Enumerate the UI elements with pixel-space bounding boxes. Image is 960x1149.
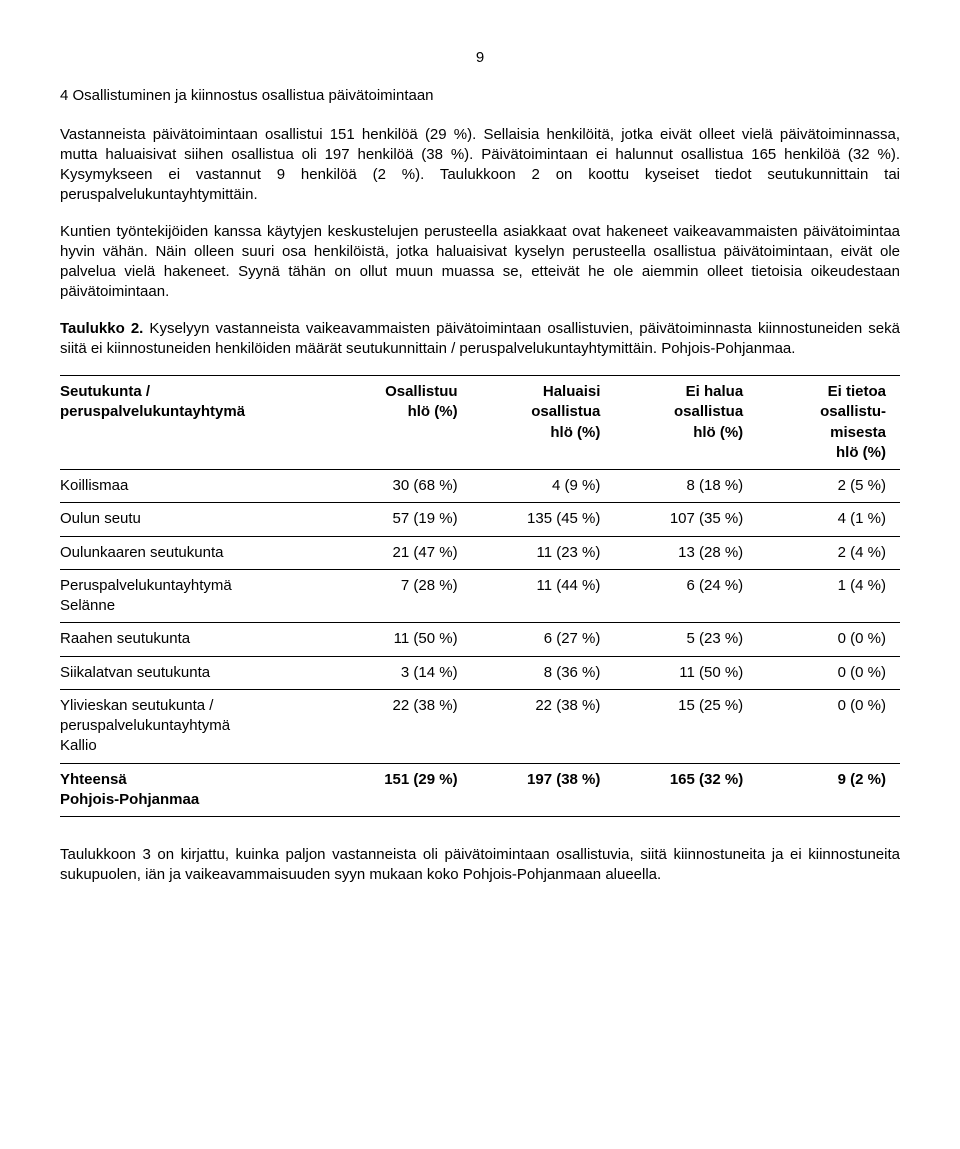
section-title: 4 Osallistuminen ja kiinnostus osallistu…: [60, 86, 900, 106]
cell-value: 11 (23 %): [472, 536, 615, 569]
cell-region: Raahen seutukunta: [60, 623, 329, 656]
cell-value: 0 (0 %): [757, 623, 900, 656]
cell-value: 7 (28 %): [329, 569, 472, 623]
table-total-row: YhteensäPohjois-Pohjanmaa151 (29 %)197 (…: [60, 763, 900, 817]
cell-value: 3 (14 %): [329, 656, 472, 689]
cell-value: 11 (50 %): [614, 656, 757, 689]
cell-value: 30 (68 %): [329, 470, 472, 503]
cell-value: 57 (19 %): [329, 503, 472, 536]
table-row: Oulunkaaren seutukunta21 (47 %)11 (23 %)…: [60, 536, 900, 569]
cell-region: Siikalatvan seutukunta: [60, 656, 329, 689]
cell-value: 107 (35 %): [614, 503, 757, 536]
table-row: PeruspalvelukuntayhtymäSelänne7 (28 %)11…: [60, 569, 900, 623]
paragraph-1: Vastanneista päivätoimintaan osallistui …: [60, 125, 900, 206]
cell-region: Oulunkaaren seutukunta: [60, 536, 329, 569]
cell-value: 15 (25 %): [614, 689, 757, 763]
cell-total-value: 197 (38 %): [472, 763, 615, 817]
table-row: Raahen seutukunta11 (50 %)6 (27 %)5 (23 …: [60, 623, 900, 656]
table-row: Koillismaa30 (68 %)4 (9 %)8 (18 %)2 (5 %…: [60, 470, 900, 503]
cell-total-value: 9 (2 %): [757, 763, 900, 817]
cell-region: PeruspalvelukuntayhtymäSelänne: [60, 569, 329, 623]
cell-value: 6 (24 %): [614, 569, 757, 623]
cell-value: 8 (18 %): [614, 470, 757, 503]
cell-value: 0 (0 %): [757, 689, 900, 763]
cell-value: 135 (45 %): [472, 503, 615, 536]
cell-value: 11 (44 %): [472, 569, 615, 623]
cell-value: 11 (50 %): [329, 623, 472, 656]
cell-value: 4 (9 %): [472, 470, 615, 503]
cell-region: Ylivieskan seutukunta /peruspalvelukunta…: [60, 689, 329, 763]
table-row: Siikalatvan seutukunta3 (14 %)8 (36 %)11…: [60, 656, 900, 689]
cell-region: Oulun seutu: [60, 503, 329, 536]
paragraph-4: Taulukkoon 3 on kirjattu, kuinka paljon …: [60, 845, 900, 886]
cell-value: 5 (23 %): [614, 623, 757, 656]
page-number: 9: [60, 48, 900, 68]
paragraph-3: Taulukko 2. Kyselyyn vastanneista vaikea…: [60, 319, 900, 360]
cell-value: 21 (47 %): [329, 536, 472, 569]
table-caption-label: Taulukko 2.: [60, 320, 143, 337]
cell-value: 22 (38 %): [472, 689, 615, 763]
cell-total-value: 165 (32 %): [614, 763, 757, 817]
header-notwant: Ei haluaosallistuahlö (%): [614, 376, 757, 470]
cell-value: 2 (4 %): [757, 536, 900, 569]
cell-value: 6 (27 %): [472, 623, 615, 656]
paragraph-2: Kuntien työntekijöiden kanssa käytyjen k…: [60, 222, 900, 303]
cell-value: 13 (28 %): [614, 536, 757, 569]
table-row: Oulun seutu57 (19 %)135 (45 %)107 (35 %)…: [60, 503, 900, 536]
cell-value: 22 (38 %): [329, 689, 472, 763]
cell-value: 4 (1 %): [757, 503, 900, 536]
data-table: Seutukunta /peruspalvelukuntayhtymä Osal…: [60, 375, 900, 817]
header-noinfo: Ei tietoaosallistu-misestahlö (%): [757, 376, 900, 470]
table-caption-text: Kyselyyn vastanneista vaikeavammaisten p…: [60, 320, 900, 357]
table-header-row: Seutukunta /peruspalvelukuntayhtymä Osal…: [60, 376, 900, 470]
header-wants: Haluaisiosallistuahlö (%): [472, 376, 615, 470]
cell-value: 2 (5 %): [757, 470, 900, 503]
header-participates: Osallistuuhlö (%): [329, 376, 472, 470]
cell-total-value: 151 (29 %): [329, 763, 472, 817]
cell-value: 0 (0 %): [757, 656, 900, 689]
cell-region: Koillismaa: [60, 470, 329, 503]
table-row: Ylivieskan seutukunta /peruspalvelukunta…: [60, 689, 900, 763]
cell-value: 1 (4 %): [757, 569, 900, 623]
cell-total-label: YhteensäPohjois-Pohjanmaa: [60, 763, 329, 817]
header-region: Seutukunta /peruspalvelukuntayhtymä: [60, 376, 329, 470]
cell-value: 8 (36 %): [472, 656, 615, 689]
